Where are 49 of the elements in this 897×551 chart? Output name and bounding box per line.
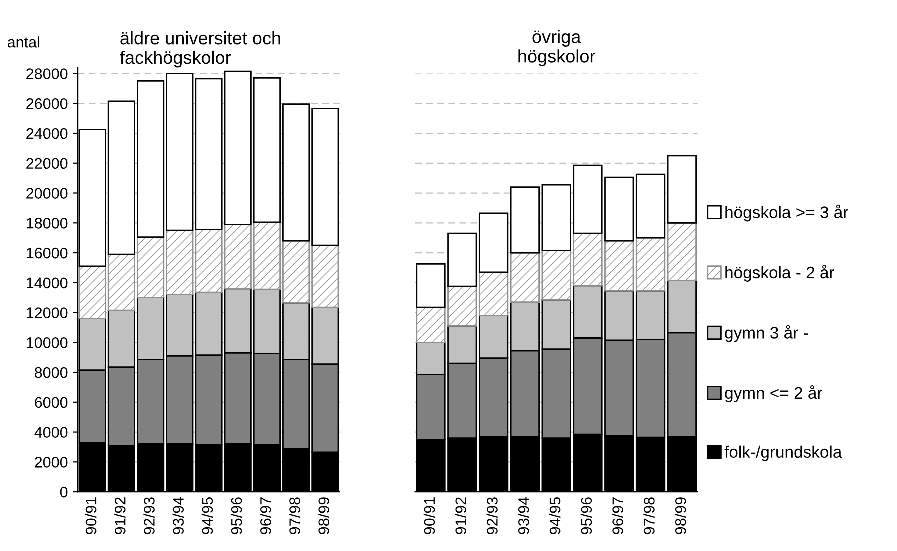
bar	[510, 186, 540, 254]
y-tick-label: 28000	[26, 68, 68, 80]
y-tick-label: 10000	[27, 338, 68, 348]
y-tick-label: 4000	[34, 427, 68, 438]
y-tick-label: 6000	[35, 397, 68, 408]
y-tick-label: 18000	[27, 218, 68, 229]
x-tick-label: 95/96	[230, 498, 242, 534]
y-axis-title: antal	[8, 36, 40, 48]
y-tick-label: 12000	[27, 308, 68, 318]
x-tick-label: 97/98	[289, 498, 300, 534]
bar	[667, 222, 697, 282]
bar	[636, 237, 666, 292]
y-tick-label: 16000	[27, 248, 68, 259]
legend-label: högskola >= 3 år	[726, 204, 848, 222]
chart-title: äldre universitet och fackhögskolor	[120, 31, 280, 68]
x-tick-label: 96/97	[260, 498, 272, 534]
legend-label: folk-/grundskola	[724, 446, 842, 462]
x-tick-label: 93/94	[172, 497, 184, 534]
y-tick-label: 2000	[35, 457, 68, 468]
bar	[636, 174, 666, 239]
y-tick-label: 20000	[26, 188, 68, 199]
y-tick-label: 14000	[27, 278, 68, 289]
y-tick-label: 24000	[26, 128, 68, 140]
y-tick-label: 8000	[34, 367, 68, 378]
y-tick-label: 22000	[26, 158, 68, 170]
bar	[667, 155, 697, 224]
y-tick-label: 0	[60, 486, 68, 498]
x-tick-label: 93/94	[518, 497, 530, 534]
x-tick-label: 92/93	[486, 498, 498, 534]
x-tick-label: 91/92	[114, 498, 126, 534]
bar	[510, 252, 540, 304]
x-tick-label: 91/92	[455, 498, 467, 534]
x-tick-label: 92/93	[144, 498, 155, 534]
chart-title: övriga högskolor	[518, 30, 596, 66]
y-tick-label: 26000	[26, 98, 68, 110]
x-tick-label: 98/99	[675, 498, 686, 534]
legend-label: gymn <= 2 år	[725, 386, 822, 402]
legend-label: gymn 3 år -	[725, 325, 808, 342]
legend-label: högskola - 2 år	[726, 265, 834, 282]
x-tick-label: 98/99	[318, 498, 330, 534]
x-tick-label: 90/91	[424, 498, 436, 534]
x-tick-label: 95/96	[580, 498, 592, 534]
bar	[478, 212, 509, 274]
x-tick-label: 94/95	[549, 498, 561, 534]
x-tick-label: 96/97	[612, 498, 624, 534]
x-tick-label: 90/91	[85, 498, 97, 534]
bar	[478, 272, 509, 316]
x-tick-label: 94/95	[202, 498, 214, 534]
x-tick-label: 97/98	[644, 498, 655, 534]
